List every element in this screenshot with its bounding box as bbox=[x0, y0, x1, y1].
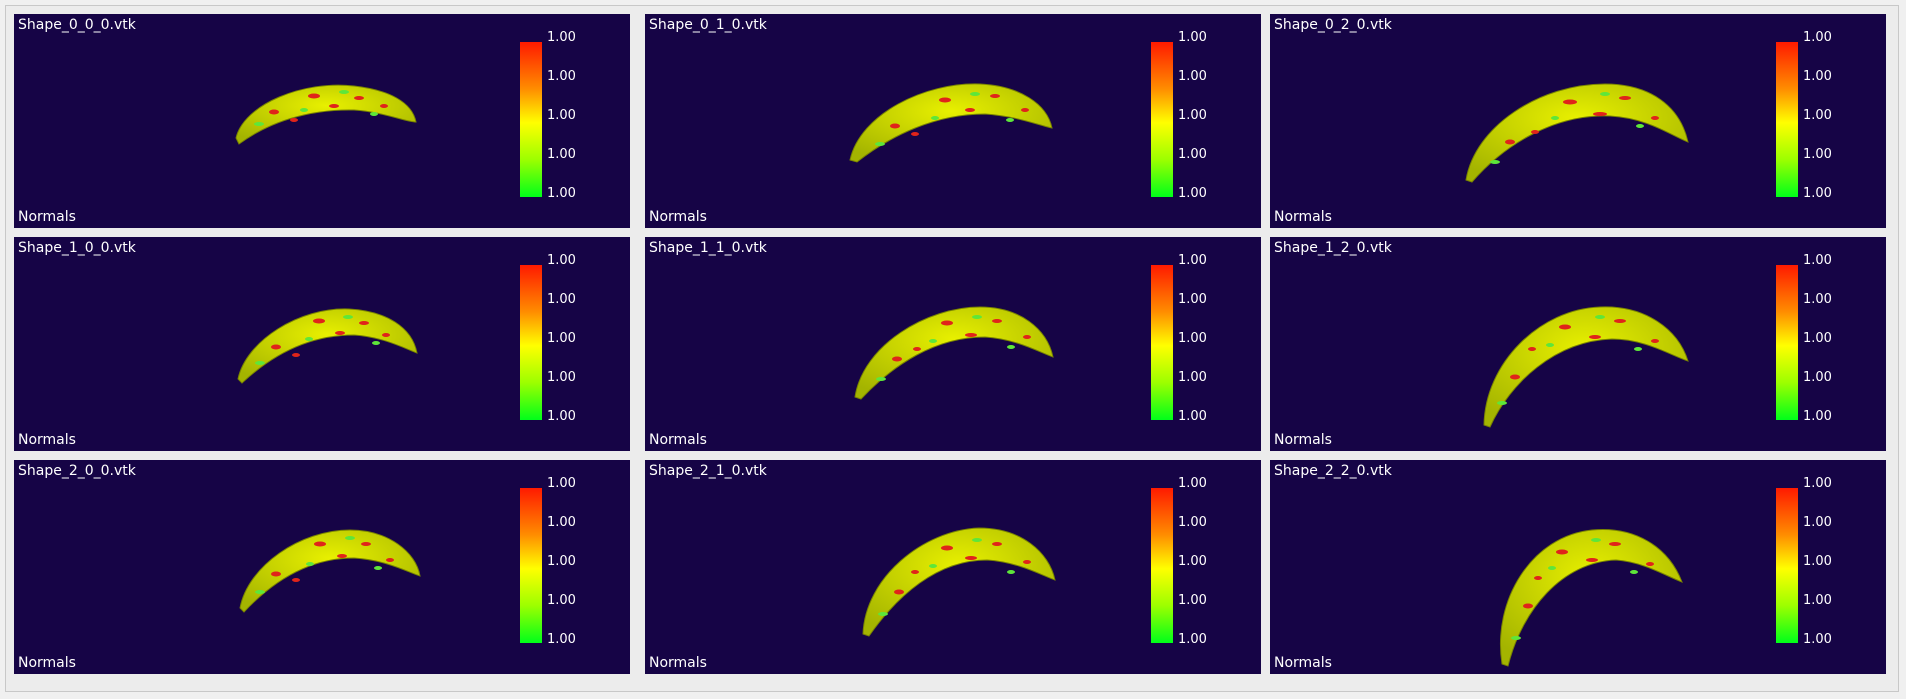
scalar-bar-tick: 1.00 bbox=[547, 69, 576, 84]
scalar-bar-tick: 1.00 bbox=[1803, 30, 1832, 45]
scalar-bar-tick: 1.00 bbox=[1178, 147, 1207, 162]
scalar-bar-tick: 1.00 bbox=[547, 476, 576, 491]
scalar-bar-tick: 1.00 bbox=[547, 186, 576, 201]
scalar-bar-tick: 1.00 bbox=[1178, 30, 1207, 45]
scalar-bar-tick: 1.00 bbox=[547, 108, 576, 123]
mesh-surface[interactable] bbox=[645, 460, 1261, 674]
scalar-bar-tick: 1.00 bbox=[1803, 108, 1832, 123]
scalar-bar-tick: 1.00 bbox=[1803, 147, 1832, 162]
scalar-bar-tick: 1.00 bbox=[1178, 515, 1207, 530]
scalar-bar-tick: 1.00 bbox=[1803, 370, 1832, 385]
scalar-bar-tick: 1.00 bbox=[1178, 370, 1207, 385]
mesh-surface[interactable] bbox=[645, 14, 1261, 228]
scalar-bar-tick: 1.00 bbox=[1803, 331, 1832, 346]
scalar-bar-tick: 1.00 bbox=[547, 409, 576, 424]
scalar-bar-tick: 1.00 bbox=[1178, 331, 1207, 346]
scalar-bar-tick: 1.00 bbox=[1178, 476, 1207, 491]
scalar-bar bbox=[1776, 488, 1798, 643]
viewport-title: Shape_2_1_0.vtk bbox=[649, 463, 767, 479]
viewport-title: Shape_2_0_0.vtk bbox=[18, 463, 136, 479]
scalar-bar-tick: 1.00 bbox=[1178, 409, 1207, 424]
viewport-0-0[interactable]: Shape_0_0_0.vtk 1.00 1.00 1.00 1.00 1.00… bbox=[14, 14, 630, 228]
scalar-bar-tick: 1.00 bbox=[1178, 554, 1207, 569]
scalar-bar-tick: 1.00 bbox=[1178, 108, 1207, 123]
scalar-bar-tick: 1.00 bbox=[1178, 632, 1207, 647]
viewport-0-1[interactable]: Shape_0_1_0.vtk 1.00 1.00 1.00 1.00 1.00… bbox=[645, 14, 1261, 228]
viewport-0-2[interactable]: Shape_0_2_0.vtk 1.00 1.00 1.00 1.00 1.00… bbox=[1270, 14, 1886, 228]
array-label: Normals bbox=[649, 655, 707, 671]
scalar-bar bbox=[1776, 265, 1798, 420]
viewport-title: Shape_1_2_0.vtk bbox=[1274, 240, 1392, 256]
viewport-2-0[interactable]: Shape_2_0_0.vtk 1.00 1.00 1.00 1.00 1.00… bbox=[14, 460, 630, 674]
scalar-bar bbox=[520, 42, 542, 197]
array-label: Normals bbox=[649, 432, 707, 448]
mesh-surface[interactable] bbox=[645, 237, 1261, 451]
scalar-bar bbox=[1151, 42, 1173, 197]
array-label: Normals bbox=[649, 209, 707, 225]
scalar-bar-tick: 1.00 bbox=[1803, 554, 1832, 569]
scalar-bar-tick: 1.00 bbox=[547, 147, 576, 162]
viewport-title: Shape_2_2_0.vtk bbox=[1274, 463, 1392, 479]
scalar-bar-tick: 1.00 bbox=[1803, 186, 1832, 201]
array-label: Normals bbox=[18, 209, 76, 225]
scalar-bar-tick: 1.00 bbox=[1803, 593, 1832, 608]
scalar-bar-tick: 1.00 bbox=[547, 30, 576, 45]
mesh-surface[interactable] bbox=[1270, 237, 1886, 451]
scalar-bar-tick: 1.00 bbox=[1803, 515, 1832, 530]
scalar-bar bbox=[520, 265, 542, 420]
scalar-bar-tick: 1.00 bbox=[547, 554, 576, 569]
mesh-surface[interactable] bbox=[14, 460, 630, 674]
scalar-bar bbox=[520, 488, 542, 643]
scalar-bar-tick: 1.00 bbox=[547, 331, 576, 346]
array-label: Normals bbox=[18, 655, 76, 671]
scalar-bar-tick: 1.00 bbox=[1803, 69, 1832, 84]
array-label: Normals bbox=[18, 432, 76, 448]
scalar-bar-tick: 1.00 bbox=[1803, 409, 1832, 424]
scalar-bar-tick: 1.00 bbox=[547, 515, 576, 530]
array-label: Normals bbox=[1274, 432, 1332, 448]
viewport-1-2[interactable]: Shape_1_2_0.vtk 1.00 1.00 1.00 1.00 1.00… bbox=[1270, 237, 1886, 451]
array-label: Normals bbox=[1274, 209, 1332, 225]
scalar-bar bbox=[1151, 265, 1173, 420]
viewport-2-2[interactable]: Shape_2_2_0.vtk 1.00 1.00 1.00 1.00 1.00… bbox=[1270, 460, 1886, 674]
scalar-bar-tick: 1.00 bbox=[1803, 292, 1832, 307]
mesh-surface[interactable] bbox=[1270, 14, 1886, 228]
viewport-1-1[interactable]: Shape_1_1_0.vtk 1.00 1.00 1.00 1.00 1.00… bbox=[645, 237, 1261, 451]
scalar-bar-tick: 1.00 bbox=[1178, 69, 1207, 84]
scalar-bar bbox=[1151, 488, 1173, 643]
scalar-bar-tick: 1.00 bbox=[1803, 253, 1832, 268]
array-label: Normals bbox=[1274, 655, 1332, 671]
scalar-bar-tick: 1.00 bbox=[1178, 593, 1207, 608]
scalar-bar-tick: 1.00 bbox=[547, 292, 576, 307]
scalar-bar-tick: 1.00 bbox=[1178, 253, 1207, 268]
scalar-bar-tick: 1.00 bbox=[1178, 186, 1207, 201]
viewport-title: Shape_0_2_0.vtk bbox=[1274, 17, 1392, 33]
scalar-bar-tick: 1.00 bbox=[547, 632, 576, 647]
scalar-bar bbox=[1776, 42, 1798, 197]
scalar-bar-tick: 1.00 bbox=[1803, 632, 1832, 647]
scalar-bar-tick: 1.00 bbox=[1803, 476, 1832, 491]
mesh-surface[interactable] bbox=[1270, 460, 1886, 674]
scalar-bar-tick: 1.00 bbox=[547, 253, 576, 268]
viewport-title: Shape_0_0_0.vtk bbox=[18, 17, 136, 33]
scalar-bar-tick: 1.00 bbox=[547, 593, 576, 608]
viewport-title: Shape_0_1_0.vtk bbox=[649, 17, 767, 33]
mesh-surface[interactable] bbox=[14, 14, 630, 228]
scalar-bar-tick: 1.00 bbox=[1178, 292, 1207, 307]
mesh-surface[interactable] bbox=[14, 237, 630, 451]
viewport-2-1[interactable]: Shape_2_1_0.vtk 1.00 1.00 1.00 1.00 1.00… bbox=[645, 460, 1261, 674]
viewport-title: Shape_1_1_0.vtk bbox=[649, 240, 767, 256]
viewport-1-0[interactable]: Shape_1_0_0.vtk 1.00 1.00 1.00 1.00 1.00… bbox=[14, 237, 630, 451]
scalar-bar-tick: 1.00 bbox=[547, 370, 576, 385]
viewport-title: Shape_1_0_0.vtk bbox=[18, 240, 136, 256]
